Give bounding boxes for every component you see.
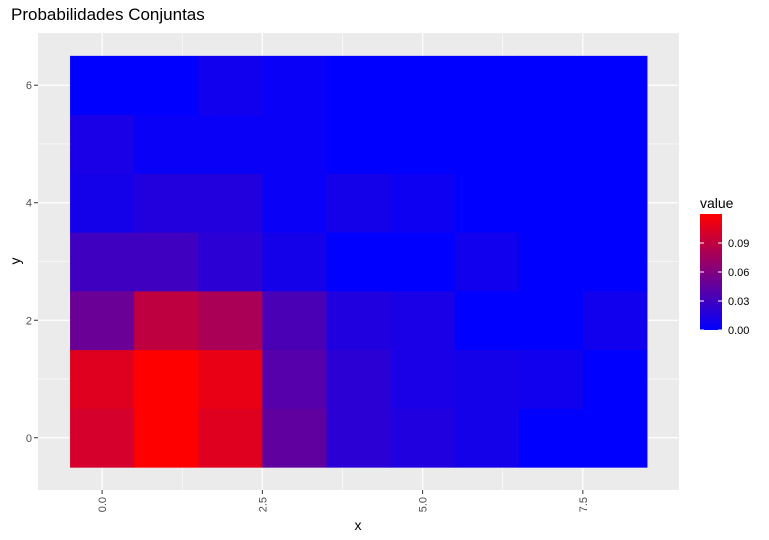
heatmap-tile	[134, 173, 199, 233]
heatmap-tile	[390, 55, 456, 116]
heatmap-tile	[262, 349, 327, 409]
heatmap-tile	[262, 290, 327, 351]
heatmap-tile	[582, 232, 648, 292]
heatmap-tile	[134, 349, 199, 409]
heatmap-tile	[518, 114, 584, 174]
legend-ticks: 0.00 0.03 0.06 0.09	[700, 238, 749, 337]
color-legend: value 0.00 0.03 0.06 0.09	[700, 195, 749, 337]
heatmap-tile	[582, 408, 648, 468]
heatmap-tile	[326, 114, 392, 174]
heatmap-tile	[134, 114, 199, 174]
heatmap-tile	[134, 232, 199, 292]
heatmap-tile	[326, 232, 392, 292]
heatmap-tile	[454, 290, 520, 351]
legend-colorbar	[700, 214, 722, 330]
heatmap-tile	[262, 114, 327, 174]
y-axis-ticks: 0 2 4 6	[26, 80, 38, 445]
heatmap-tile	[134, 290, 199, 351]
heatmap-tile	[582, 114, 648, 174]
heatmap-tile	[518, 290, 584, 351]
heatmap-tile	[390, 290, 456, 351]
heatmap-tile	[518, 55, 584, 116]
heatmap-tile	[454, 232, 520, 292]
heatmap-tile	[70, 114, 135, 174]
heatmap-tile	[518, 349, 584, 409]
y-tick-label: 2	[26, 315, 32, 327]
heatmap-tile	[198, 349, 263, 409]
x-tick-label: 5.0	[418, 497, 430, 512]
heatmap-tile	[518, 173, 584, 233]
heatmap-tile	[454, 114, 520, 174]
heatmap-tile	[326, 55, 392, 116]
legend-tick-label: 0.03	[728, 296, 749, 308]
heatmap-tile	[582, 173, 648, 233]
y-tick-label: 6	[26, 80, 32, 92]
heatmap-tile	[582, 55, 648, 116]
heatmap-tile	[390, 408, 456, 468]
heatmap-tile	[262, 232, 327, 292]
heatmap-tiles	[70, 55, 648, 468]
heatmap-tile	[70, 173, 135, 233]
x-tick-label: 2.5	[257, 497, 269, 512]
heatmap-tile	[326, 290, 392, 351]
heatmap-tile	[198, 55, 263, 116]
heatmap-tile	[326, 408, 392, 468]
legend-tick-label: 0.06	[728, 267, 749, 279]
heatmap-tile	[70, 290, 135, 351]
heatmap-tile	[70, 349, 135, 409]
heatmap-tile	[582, 290, 648, 351]
heatmap-tile	[262, 408, 327, 468]
heatmap-tile	[390, 173, 456, 233]
legend-tick-label: 0.00	[728, 325, 749, 337]
x-axis-title: x	[355, 517, 362, 533]
x-axis-ticks: 0.0 2.5 5.0 7.5	[97, 490, 590, 512]
heatmap-tile	[70, 232, 135, 292]
heatmap-tile	[198, 232, 263, 292]
chart-title: Probabilidades Conjuntas	[11, 5, 205, 24]
heatmap-tile	[70, 408, 135, 468]
heatmap-tile	[262, 55, 327, 116]
heatmap-tile	[70, 55, 135, 116]
heatmap-tile	[326, 349, 392, 409]
y-axis-title: y	[7, 258, 23, 265]
y-tick-label: 0	[26, 433, 32, 445]
heatmap-tile	[326, 173, 392, 233]
heatmap-tile	[198, 408, 263, 468]
heatmap-tile	[198, 114, 263, 174]
x-tick-label: 7.5	[578, 497, 590, 512]
heatmap-tile	[390, 349, 456, 409]
heatmap-tile	[390, 114, 456, 174]
legend-title: value	[700, 195, 734, 211]
y-tick-label: 4	[26, 198, 32, 210]
heatmap-tile	[454, 173, 520, 233]
heatmap-tile	[198, 173, 263, 233]
x-tick-label: 0.0	[97, 497, 109, 512]
heatmap-tile	[454, 55, 520, 116]
heatmap-tile	[454, 349, 520, 409]
heatmap-tile	[134, 55, 199, 116]
heatmap-tile	[518, 232, 584, 292]
heatmap-tile	[198, 290, 263, 351]
legend-tick-label: 0.09	[728, 238, 749, 250]
heatmap-tile	[518, 408, 584, 468]
heatmap-tile	[582, 349, 648, 409]
heatmap-tile	[134, 408, 199, 468]
heatmap-tile	[454, 408, 520, 468]
heatmap-tile	[262, 173, 327, 233]
heatmap-tile	[390, 232, 456, 292]
